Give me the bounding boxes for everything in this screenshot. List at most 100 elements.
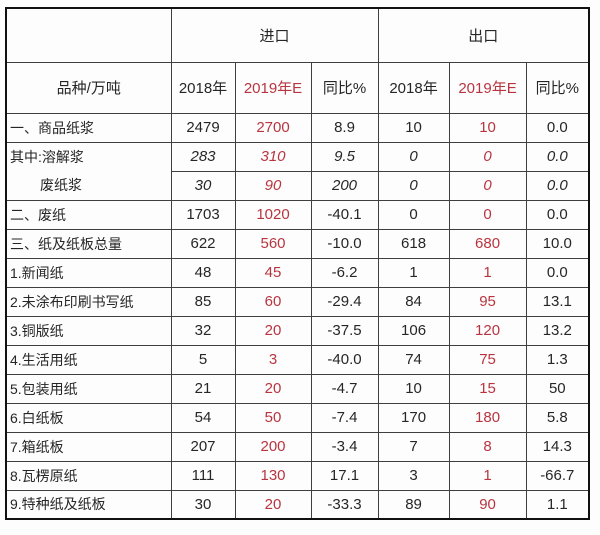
value-cell: -40.1 xyxy=(310,199,379,230)
row-label: 废纸浆 xyxy=(5,171,172,201)
value-cell: 680 xyxy=(448,228,527,259)
value-cell: 3 xyxy=(377,460,450,491)
value-cell: 622 xyxy=(170,228,236,259)
value-cell: 0.0 xyxy=(525,257,590,288)
value-cell: -37.5 xyxy=(310,315,379,346)
value-cell: 0 xyxy=(448,141,527,172)
import-group-header: 进口 xyxy=(170,7,379,63)
table-row: 其中:溶解浆 283 310 9.5 0 0 0.0 xyxy=(5,141,590,172)
value-cell: 1703 xyxy=(170,199,236,230)
value-cell: 1 xyxy=(448,257,527,288)
value-cell: 0.0 xyxy=(525,141,590,172)
value-cell: 10 xyxy=(448,112,527,143)
table-row: 6.白纸板 54 50 -7.4 170 180 5.8 xyxy=(5,402,590,433)
value-cell: 8.9 xyxy=(310,112,379,143)
row-label: 4.生活用纸 xyxy=(5,344,172,375)
value-cell: 13.2 xyxy=(525,315,590,346)
corner-cell xyxy=(5,7,172,63)
value-cell: 310 xyxy=(234,141,312,172)
value-cell: -3.4 xyxy=(310,431,379,462)
column-header-import-2018: 2018年 xyxy=(170,61,236,114)
value-cell: 17.1 xyxy=(310,460,379,491)
value-cell: 180 xyxy=(448,402,527,433)
column-header-row: 品种/万吨 2018年 2019年E 同比% 2018年 2019年E 同比% xyxy=(5,61,590,114)
row-label: 2.未涂布印刷书写纸 xyxy=(5,286,172,317)
value-cell: -29.4 xyxy=(310,286,379,317)
value-cell: 7 xyxy=(377,431,450,462)
value-cell: 84 xyxy=(377,286,450,317)
value-cell: 1020 xyxy=(234,199,312,230)
value-cell: 30 xyxy=(170,170,236,201)
value-cell: 130 xyxy=(234,460,312,491)
value-cell: -33.3 xyxy=(310,489,379,520)
value-cell: 207 xyxy=(170,431,236,462)
table-row: 7.箱纸板 207 200 -3.4 7 8 14.3 xyxy=(5,431,590,462)
value-cell: -66.7 xyxy=(525,460,590,491)
value-cell: 54 xyxy=(170,402,236,433)
value-cell: 106 xyxy=(377,315,450,346)
value-cell: 120 xyxy=(448,315,527,346)
row-label: 三、纸及纸板总量 xyxy=(5,228,172,259)
row-label: 一、商品纸浆 xyxy=(5,112,172,143)
import-export-paper-table: 进口 出口 品种/万吨 2018年 2019年E 同比% 2018年 2019年… xyxy=(5,7,591,520)
value-cell: 1.1 xyxy=(525,489,590,520)
value-cell: 60 xyxy=(234,286,312,317)
value-cell: 2479 xyxy=(170,112,236,143)
table-row: 二、废纸 1703 1020 -40.1 0 0 0.0 xyxy=(5,199,590,230)
row-label: 6.白纸板 xyxy=(5,402,172,433)
value-cell: 14.3 xyxy=(525,431,590,462)
value-cell: 20 xyxy=(234,373,312,404)
value-cell: 95 xyxy=(448,286,527,317)
column-header-import-yoy: 同比% xyxy=(310,61,379,114)
value-cell: 0 xyxy=(377,141,450,172)
value-cell: 89 xyxy=(377,489,450,520)
value-cell: -7.4 xyxy=(310,402,379,433)
value-cell: 30 xyxy=(170,489,236,520)
value-cell: 50 xyxy=(525,373,590,404)
table-row: 废纸浆 30 90 200 0 0 0.0 xyxy=(5,170,590,201)
value-cell: 0.0 xyxy=(525,112,590,143)
value-cell: 1 xyxy=(377,257,450,288)
table-row: 9.特种纸及纸板 30 20 -33.3 89 90 1.1 xyxy=(5,489,590,520)
value-cell: 560 xyxy=(234,228,312,259)
table-row: 三、纸及纸板总量 622 560 -10.0 618 680 10.0 xyxy=(5,228,590,259)
value-cell: -6.2 xyxy=(310,257,379,288)
value-cell: 90 xyxy=(448,489,527,520)
value-cell: 283 xyxy=(170,141,236,172)
value-cell: 5.8 xyxy=(525,402,590,433)
value-cell: 45 xyxy=(234,257,312,288)
row-label: 二、废纸 xyxy=(5,199,172,230)
row-label: 5.包装用纸 xyxy=(5,373,172,404)
value-cell: 200 xyxy=(234,431,312,462)
value-cell: 618 xyxy=(377,228,450,259)
value-cell: 32 xyxy=(170,315,236,346)
value-cell: 9.5 xyxy=(310,141,379,172)
value-cell: 3 xyxy=(234,344,312,375)
row-label: 9.特种纸及纸板 xyxy=(5,489,172,520)
value-cell: 5 xyxy=(170,344,236,375)
table-row: 8.瓦楞原纸 111 130 17.1 3 1 -66.7 xyxy=(5,460,590,491)
value-cell: 48 xyxy=(170,257,236,288)
value-cell: 90 xyxy=(234,170,312,201)
column-header-export-2019e: 2019年E xyxy=(448,61,527,114)
value-cell: -40.0 xyxy=(310,344,379,375)
value-cell: 20 xyxy=(234,489,312,520)
table-row: 5.包装用纸 21 20 -4.7 10 15 50 xyxy=(5,373,590,404)
table-body: 一、商品纸浆 2479 2700 8.9 10 10 0.0 其中:溶解浆 283 310 9.5 0… xyxy=(5,112,590,520)
value-cell: 8 xyxy=(448,431,527,462)
export-group-header: 出口 xyxy=(377,7,590,63)
value-cell: 200 xyxy=(310,170,379,201)
column-header-export-2018: 2018年 xyxy=(377,61,450,114)
value-cell: 2700 xyxy=(234,112,312,143)
value-cell: 0 xyxy=(448,170,527,201)
value-cell: 21 xyxy=(170,373,236,404)
row-label: 7.箱纸板 xyxy=(5,431,172,462)
value-cell: 74 xyxy=(377,344,450,375)
table-row: 2.未涂布印刷书写纸 85 60 -29.4 84 95 13.1 xyxy=(5,286,590,317)
value-cell: 1.3 xyxy=(525,344,590,375)
value-cell: 85 xyxy=(170,286,236,317)
value-cell: 0.0 xyxy=(525,199,590,230)
value-cell: 50 xyxy=(234,402,312,433)
value-cell: 10 xyxy=(377,112,450,143)
value-cell: 0.0 xyxy=(525,170,590,201)
